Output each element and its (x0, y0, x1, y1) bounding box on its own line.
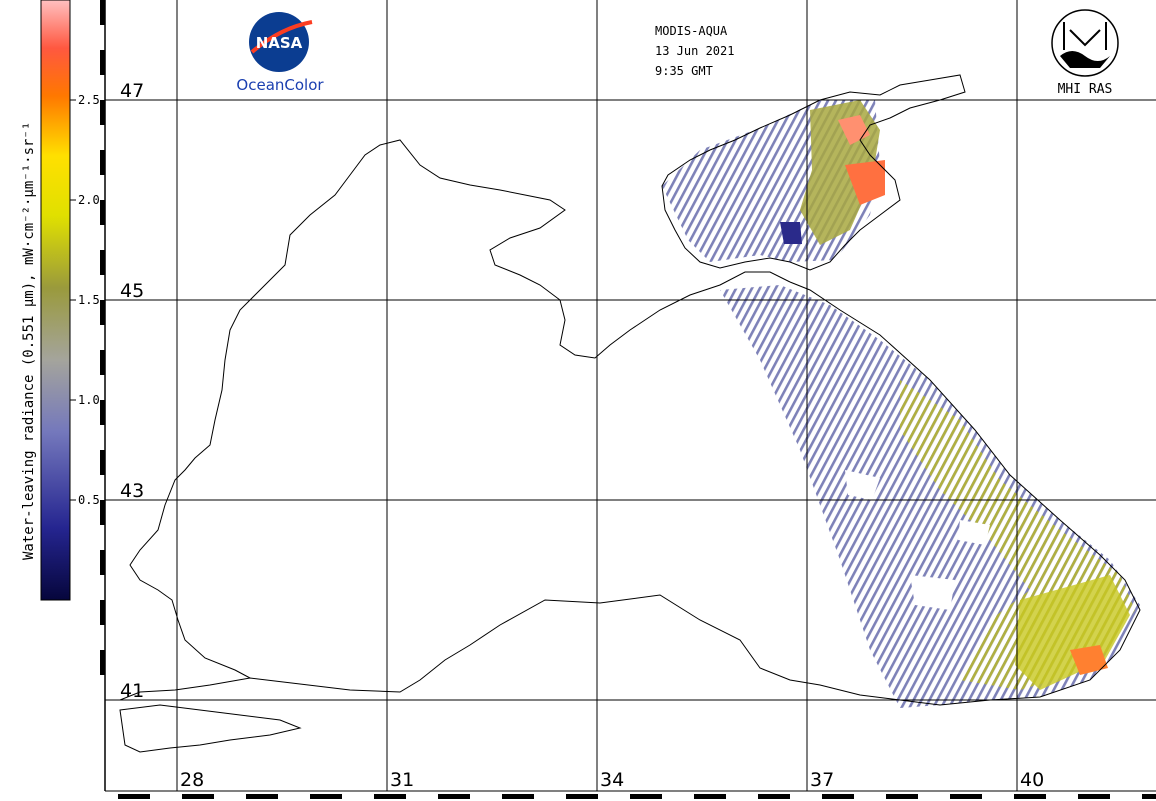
colorbar-tick-label: 1.0 (78, 393, 100, 407)
latitude-label: 45 (120, 280, 144, 302)
colorbar-title: Water-leaving radiance (0.551 µm), mW·cm… (21, 122, 37, 560)
scale-segment (310, 794, 342, 799)
scale-segment (100, 400, 105, 425)
oceancolor-label: OceanColor (236, 76, 324, 94)
coastline-marmara (119, 704, 302, 753)
scale-segment (630, 794, 662, 799)
colorbar-gradient (40, 0, 71, 601)
scale-segment (100, 450, 105, 475)
coastline-south-east (119, 281, 1141, 706)
scale-segment (100, 650, 105, 675)
swath-azov-hot2 (845, 160, 885, 205)
longitude-label: 40 (1020, 769, 1044, 791)
longitude-label: 31 (390, 769, 414, 791)
scale-segment (694, 794, 726, 799)
scale-segment (1078, 794, 1110, 799)
scale-segment (100, 50, 105, 75)
scale-segment (118, 794, 150, 799)
left-scale-bar (100, 0, 105, 675)
coordinate-labels: 28 31 34 37 40 47 45 43 41 (120, 80, 1044, 791)
colorbar-ticks: 0.5 1.0 1.5 2.0 2.5 (70, 93, 100, 507)
scale-segment (886, 794, 918, 799)
nasa-vector-icon (250, 20, 313, 54)
scale-segment (822, 794, 854, 799)
colorbar: 0.5 1.0 1.5 2.0 2.5 Water-leaving radiance (… (21, 0, 100, 601)
scale-segment (950, 794, 982, 799)
scale-segment (758, 794, 790, 799)
mhi-emblem-lines-icon (1063, 22, 1107, 50)
colorbar-tick-label: 1.5 (78, 293, 100, 307)
scale-segment (100, 150, 105, 175)
scale-segment (374, 794, 406, 799)
sensor-label: MODIS-AQUA (655, 24, 728, 38)
colorbar-tick-label: 2.5 (78, 93, 100, 107)
longitude-label: 34 (600, 769, 624, 791)
time-label: 9:35 GMT (655, 64, 713, 78)
scale-segment (100, 350, 105, 375)
mhi-logo: MHI RAS (1051, 9, 1119, 97)
nasa-logo: NASA OceanColor (236, 12, 324, 94)
nasa-logo-text: NASA (256, 34, 303, 52)
mhi-wave-icon (1060, 51, 1110, 68)
latitude-label: 43 (120, 480, 144, 502)
swath-coast-hot (1070, 645, 1108, 675)
latitude-label: 47 (120, 80, 144, 102)
scale-segment (182, 794, 214, 799)
cloud-gap-2 (845, 470, 880, 500)
scale-segment (100, 550, 105, 575)
scale-segment (438, 794, 470, 799)
scale-segment (246, 794, 278, 799)
cloud-gap-3 (958, 520, 990, 545)
cloud-gap-1 (910, 575, 955, 610)
colorbar-tick-label: 0.5 (78, 493, 100, 507)
scale-segment (100, 200, 105, 225)
scale-segment (100, 0, 105, 25)
longitude-label: 37 (810, 769, 834, 791)
acquisition-info: MODIS-AQUA 13 Jun 2021 9:35 GMT (655, 24, 734, 78)
scale-segment (566, 794, 598, 799)
latitude-label: 41 (120, 680, 144, 702)
scale-segment (100, 600, 105, 625)
scale-segment (100, 300, 105, 325)
colorbar-tick-label: 2.0 (78, 193, 100, 207)
scale-segment (100, 500, 105, 525)
scale-segment (1014, 794, 1046, 799)
scale-segment (1142, 794, 1156, 799)
swath-azov-dark (780, 222, 802, 244)
longitude-label: 28 (180, 769, 204, 791)
graticule (105, 0, 1156, 791)
radiance-swath (662, 100, 1140, 708)
scale-segment (100, 100, 105, 125)
coastline-north-west (129, 139, 791, 679)
coastline-azov (661, 74, 966, 271)
mhi-label: MHI RAS (1058, 82, 1113, 97)
scale-segment (502, 794, 534, 799)
scale-segment (100, 250, 105, 275)
bottom-scale-bar (105, 790, 1156, 799)
date-label: 13 Jun 2021 (655, 44, 734, 58)
coastline (119, 74, 1141, 753)
